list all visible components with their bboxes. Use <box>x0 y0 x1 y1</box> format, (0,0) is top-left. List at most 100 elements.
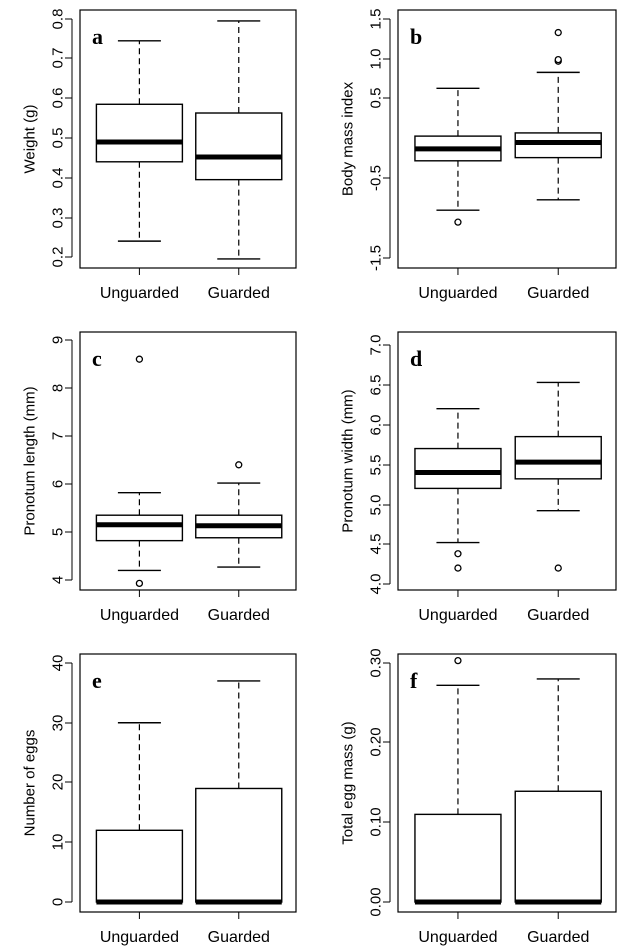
box-guarded <box>514 678 602 905</box>
y-axis-title: Total egg mass (g) <box>340 721 357 844</box>
box-guarded <box>195 680 283 905</box>
plot-frame <box>79 653 297 913</box>
panel-letter: d <box>410 346 422 371</box>
x-tick-label: Unguarded <box>418 607 497 624</box>
box-unguarded <box>95 40 184 242</box>
y-tick-label: 0 <box>50 898 67 906</box>
outlier-point <box>454 564 462 572</box>
outlier-point <box>135 579 144 588</box>
y-tick-label: 1.0 <box>368 49 385 70</box>
y-tick-label: 10 <box>50 834 67 851</box>
box-guarded <box>195 461 283 568</box>
box-unguarded <box>414 87 502 226</box>
x-tick-label: Guarded <box>527 607 589 624</box>
panel-letter: c <box>92 346 102 371</box>
plot-frame <box>397 331 617 591</box>
box-guarded <box>195 20 283 260</box>
plot-frame <box>79 331 297 591</box>
outlier-point <box>235 461 243 469</box>
x-tick-label: Unguarded <box>100 285 179 302</box>
iqr-box <box>95 829 184 903</box>
iqr-box <box>414 813 502 903</box>
outlier-point <box>454 550 462 558</box>
y-tick-label: 0.3 <box>50 208 67 229</box>
iqr-box <box>95 514 184 542</box>
panel-letter: b <box>410 24 422 49</box>
y-tick-label: 0.4 <box>50 168 67 189</box>
outlier-point <box>554 564 562 572</box>
y-axis-title: Number of eggs <box>22 730 39 837</box>
x-tick-label: Guarded <box>208 285 270 302</box>
y-tick-label: 0.2 <box>50 247 67 268</box>
iqr-box <box>414 447 502 490</box>
y-axis-title: Weight (g) <box>22 105 39 174</box>
y-tick-label: 1.5 <box>368 9 385 30</box>
y-tick-label: 9 <box>50 336 67 344</box>
x-tick-label: Guarded <box>208 607 270 624</box>
y-tick-label: 0.30 <box>368 648 385 677</box>
y-tick-label: 6 <box>50 480 67 488</box>
iqr-box <box>195 112 283 181</box>
x-tick-label: Unguarded <box>418 929 497 946</box>
panel-letter: e <box>92 668 102 693</box>
y-tick-label: 0.00 <box>368 887 385 916</box>
plot-frame <box>397 9 617 269</box>
box-unguarded <box>414 408 502 572</box>
y-tick-label: 4.5 <box>368 534 385 555</box>
y-axis-title: Pronotum length (mm) <box>22 386 39 535</box>
box-unguarded <box>95 722 184 905</box>
x-tick-label: Unguarded <box>418 285 497 302</box>
y-tick-label: 0.8 <box>50 9 67 30</box>
outlier-point <box>454 218 462 226</box>
y-tick-label: 0.7 <box>50 48 67 69</box>
y-tick-label: 4.0 <box>368 574 385 595</box>
box-guarded <box>514 28 602 201</box>
x-tick-label: Guarded <box>208 929 270 946</box>
y-tick-label: 0.20 <box>368 727 385 756</box>
y-tick-label: 0.5 <box>368 88 385 109</box>
y-tick-label: 6.0 <box>368 415 385 436</box>
panel-c: 4 5 6 7 8 9 Pronotum length (mm) Unguarded Guard… <box>22 331 297 624</box>
x-tick-label: Guarded <box>527 929 589 946</box>
y-tick-label: 0.10 <box>368 807 385 836</box>
panel-d: 4.0 4.5 5.0 5.5 6.0 6.5 7.0 Pronotum width (mm)… <box>340 331 617 624</box>
x-tick-label: Unguarded <box>100 607 179 624</box>
iqr-box <box>514 790 602 903</box>
y-tick-label: 0.5 <box>50 128 67 149</box>
y-tick-label: 5.0 <box>368 495 385 516</box>
y-tick-label: 7 <box>50 432 67 440</box>
x-tick-label: Unguarded <box>100 929 179 946</box>
y-axis-title: Body mass index <box>340 81 357 196</box>
box-unguarded <box>95 355 184 588</box>
box-guarded <box>514 381 602 572</box>
y-tick-label: 4 <box>50 576 67 584</box>
panel-letter: f <box>410 668 418 693</box>
y-tick-label: 30 <box>50 715 67 732</box>
y-tick-label: 40 <box>50 655 67 672</box>
panel-f: 0.00 0.10 0.20 0.30 Total egg mass (g) Unguar… <box>340 648 617 946</box>
y-axis-title: Pronotum width (mm) <box>340 389 357 532</box>
y-tick-label: 20 <box>50 774 67 791</box>
y-tick-label: 7.0 <box>368 335 385 356</box>
iqr-box <box>514 132 602 159</box>
y-tick-label: 6.5 <box>368 375 385 396</box>
outlier-point <box>454 656 462 665</box>
panel-e: 0 10 20 30 40 Number of eggs Unguarded Guarded e <box>22 653 297 946</box>
y-tick-label: 5 <box>50 528 67 536</box>
iqr-box <box>95 103 184 163</box>
panel-letter: a <box>92 24 103 49</box>
panel-a: 0.2 0.3 0.4 0.5 0.6 0.7 0.8 Weight (g) Unguarded… <box>22 9 297 302</box>
outlier-point <box>554 55 562 64</box>
box-unguarded <box>414 656 502 905</box>
y-tick-label: -1.5 <box>368 245 385 271</box>
outlier-point <box>554 28 562 37</box>
y-tick-label: -0.5 <box>368 165 385 191</box>
x-tick-label: Guarded <box>527 285 589 302</box>
plot-frame <box>397 653 617 913</box>
y-tick-label: 5.5 <box>368 455 385 476</box>
y-tick-label: 8 <box>50 384 67 392</box>
y-tick-label: 0.6 <box>50 88 67 109</box>
iqr-box <box>514 435 602 480</box>
iqr-box <box>195 787 283 903</box>
